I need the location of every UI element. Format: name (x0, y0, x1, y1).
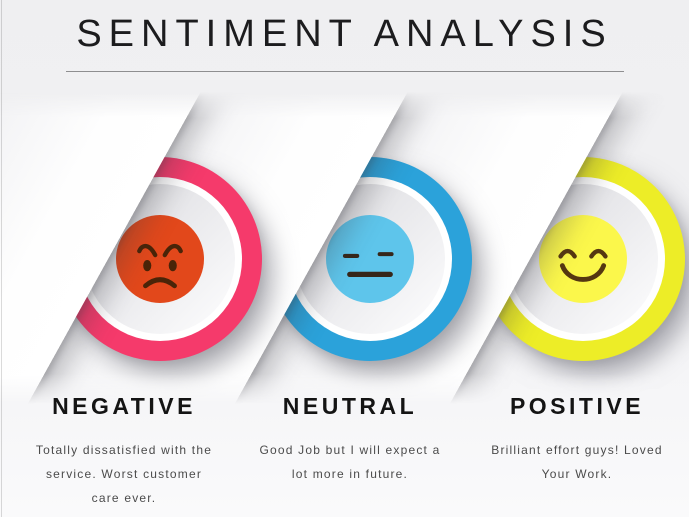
negative-label-block: NEGATIVE Totally dissatisfied with the s… (8, 393, 240, 510)
neutral-face-icon (326, 215, 414, 303)
positive-badge (481, 157, 685, 361)
diagonal-paper-band (0, 92, 689, 404)
negative-description-line: Totally dissatisfied with the (35, 443, 213, 457)
positive-description-line: Brilliant effort guys! Loved (491, 443, 663, 457)
neutral-description-line: Good Job but I will expect a (259, 443, 441, 457)
positive-description-line: Your Work. (541, 467, 613, 481)
positive-heading: POSITIVE (509, 393, 645, 419)
negative-heading: NEGATIVE (52, 393, 196, 419)
happy-face-icon (539, 215, 627, 303)
angry-face-icon (116, 215, 204, 303)
neutral-label-block: NEUTRAL Good Job but I will expect a lot… (234, 393, 466, 486)
left-edge-seam (1, 0, 2, 517)
negative-description-line: service. Worst customer (45, 467, 203, 481)
header: SENTIMENT ANALYSIS (0, 0, 689, 92)
title-divider (66, 71, 624, 72)
neutral-description-line: lot more in future. (291, 467, 409, 481)
neutral-heading: NEUTRAL (282, 393, 418, 419)
positive-label-block: POSITIVE Brilliant effort guys! Loved Yo… (461, 393, 689, 486)
page-title: SENTIMENT ANALYSIS (76, 13, 613, 55)
negative-description-line: care ever. (91, 491, 157, 505)
